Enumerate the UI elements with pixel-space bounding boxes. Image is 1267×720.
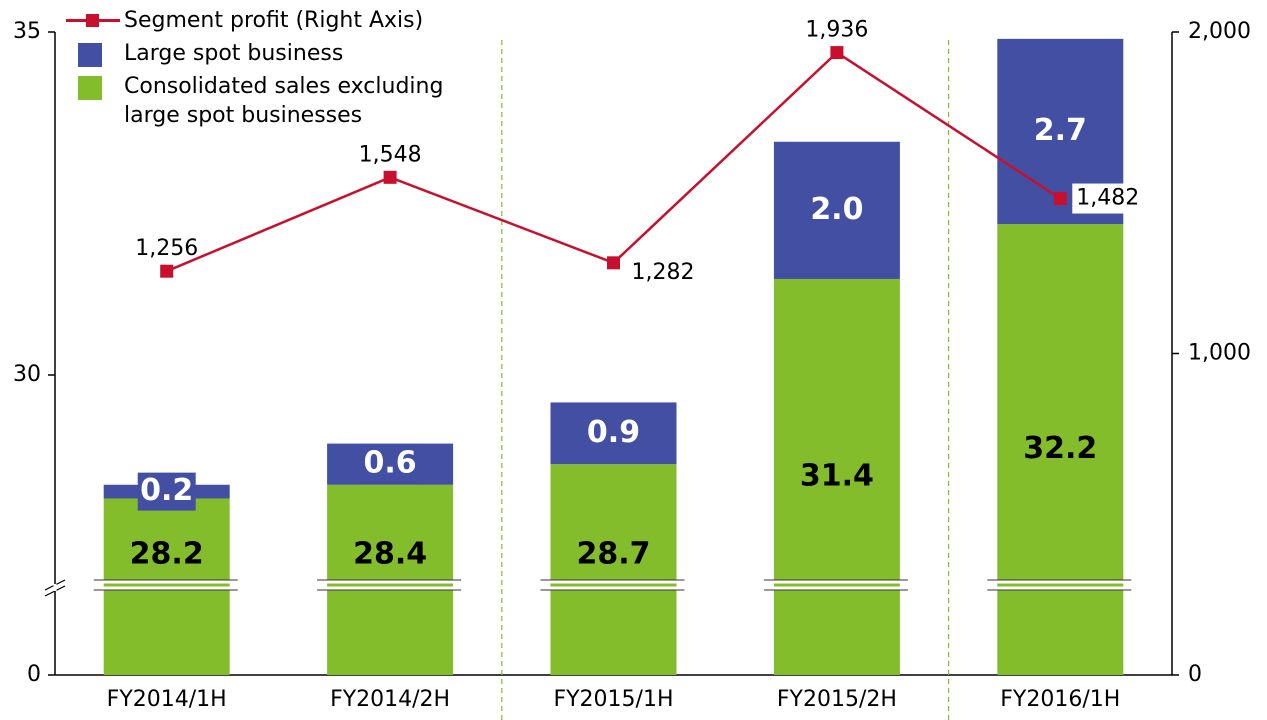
data-label: 1,936 <box>805 18 868 43</box>
data-label: 28.2 <box>130 537 204 572</box>
data-label-bg <box>361 445 420 484</box>
data-label: 1,548 <box>359 142 422 167</box>
legend-label: Large spot business <box>124 41 344 66</box>
bar-segment <box>773 278 900 675</box>
x-tick-label: FY2016/1H <box>1000 687 1120 712</box>
data-label: 2.7 <box>1034 113 1087 148</box>
data-label: 2.0 <box>810 192 863 227</box>
data-label: 1,282 <box>632 260 695 285</box>
legend-swatch <box>78 43 102 67</box>
legend-item: Segment profit (Right Axis) <box>66 6 464 35</box>
data-label: 0.6 <box>364 446 417 481</box>
data-label: 0.2 <box>140 473 193 508</box>
data-label: 1,256 <box>135 236 198 261</box>
y-tick-label: 30 <box>13 362 41 387</box>
data-label-bg <box>1031 112 1090 151</box>
legend-swatch <box>78 76 102 100</box>
y2-tick-label: 2,000 <box>1188 19 1251 44</box>
line-marker <box>383 170 397 184</box>
x-tick-label: FY2014/1H <box>107 687 227 712</box>
legend-label: Consolidated sales excluding large spot … <box>124 74 444 128</box>
legend: Segment profit (Right Axis) Large spot bu… <box>66 6 464 134</box>
y2-tick-label: 1,000 <box>1188 341 1251 366</box>
line-marker <box>160 264 174 278</box>
data-label: 28.7 <box>576 537 650 572</box>
data-label-bg <box>1072 183 1143 214</box>
legend-item: Large spot business <box>66 39 464 68</box>
legend-label: Segment profit (Right Axis) <box>124 8 424 33</box>
data-label: 0.9 <box>587 415 640 450</box>
data-label-bg <box>137 472 196 511</box>
x-tick-label: FY2015/2H <box>777 687 897 712</box>
data-label-bg <box>807 191 866 230</box>
data-label: 32.2 <box>1023 431 1097 466</box>
line-marker <box>1053 192 1067 206</box>
bar-segment <box>997 224 1124 675</box>
data-label: 28.4 <box>353 537 427 572</box>
data-label: 1,482 <box>1076 186 1139 211</box>
x-tick-label: FY2014/2H <box>330 687 450 712</box>
legend-item: Consolidated sales excluding large spot … <box>66 72 464 130</box>
bar-segment <box>550 464 677 675</box>
y-tick-label: 0 <box>27 662 41 687</box>
y-tick-label: 35 <box>13 19 41 44</box>
data-label-bg <box>584 414 643 453</box>
y2-tick-label: 0 <box>1188 662 1202 687</box>
data-label: 31.4 <box>800 458 874 493</box>
line-marker <box>830 46 844 60</box>
line-marker <box>607 256 620 270</box>
legend-marker <box>86 14 99 27</box>
legend-swatch <box>66 14 120 27</box>
x-tick-label: FY2015/1H <box>553 687 673 712</box>
